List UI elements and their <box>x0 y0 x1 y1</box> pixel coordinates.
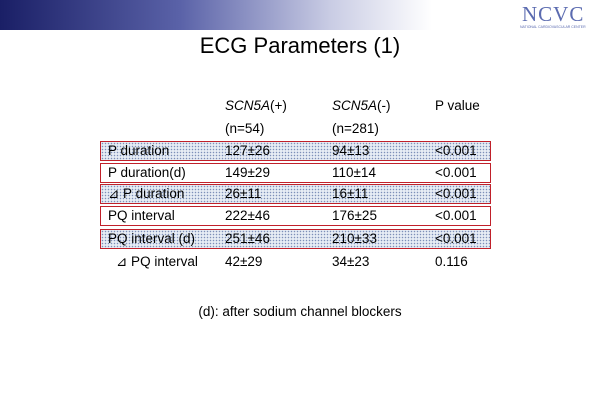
cell: 149±29 <box>225 165 270 180</box>
cell: P duration <box>108 143 170 158</box>
column-header: P value <box>435 98 480 113</box>
cell: 94±13 <box>332 143 370 158</box>
header-bar <box>0 0 600 30</box>
row-box <box>100 163 491 183</box>
column-header: SCN5A(+) <box>225 98 287 113</box>
row-box <box>100 229 491 249</box>
title: ECG Parameters (1) <box>199 33 401 58</box>
column-name: SCN5A <box>225 98 271 113</box>
cell: 127±26 <box>225 143 270 158</box>
column-header: SCN5A(-) <box>332 98 391 113</box>
column-suffix: (+) <box>270 98 287 113</box>
cell: 34±23 <box>332 254 370 269</box>
column-n: (n=54) <box>225 121 265 136</box>
cell: <0.001 <box>435 208 477 223</box>
logo-subtitle: NATIONAL CARDIOVASCULAR CENTER <box>520 25 586 29</box>
cell: 110±14 <box>332 165 376 180</box>
cell: 42±29 <box>225 254 263 269</box>
column-n: (n=281) <box>332 121 379 136</box>
cell: 26±11 <box>225 186 262 201</box>
cell: 0.116 <box>435 254 468 269</box>
column-suffix: (-) <box>377 98 391 113</box>
cell: 176±25 <box>332 208 377 223</box>
cell: <0.001 <box>435 143 477 158</box>
logo: NCVC <box>522 2 585 26</box>
cell: 251±46 <box>225 231 270 246</box>
cell: ⊿ P duration <box>108 186 185 201</box>
row-box <box>100 206 491 226</box>
column-name: P value <box>435 98 480 113</box>
cell: 16±11 <box>332 186 369 201</box>
cell: P duration(d) <box>108 165 186 180</box>
cell: <0.001 <box>435 165 477 180</box>
cell: <0.001 <box>435 186 477 201</box>
cell: 210±33 <box>332 231 377 246</box>
column-name: SCN5A <box>332 98 378 113</box>
row-box <box>100 141 491 161</box>
cell: PQ interval (d) <box>108 231 196 246</box>
footnote: (d): after sodium channel blockers <box>198 304 402 319</box>
cell: ⊿ PQ interval <box>116 254 198 269</box>
cell: 222±46 <box>225 208 270 223</box>
row-box <box>100 184 491 204</box>
cell: PQ interval <box>108 208 175 223</box>
cell: <0.001 <box>435 231 477 246</box>
